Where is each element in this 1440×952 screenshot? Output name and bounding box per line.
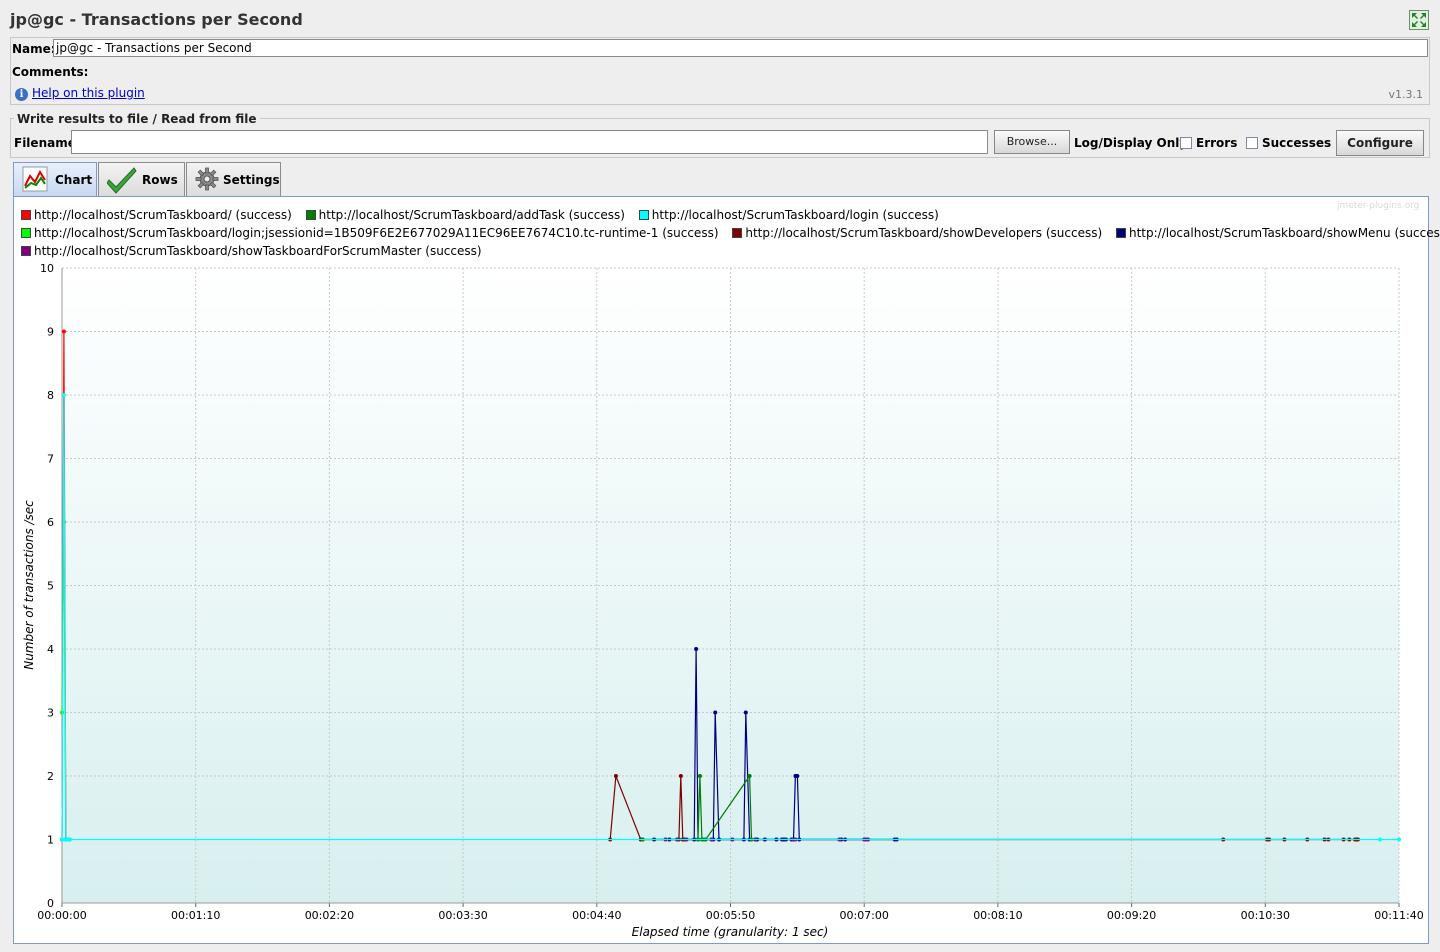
watermark: jmeter-plugins.org <box>1337 201 1420 211</box>
legend-row-2: http://localhost/ScrumTaskboard/login;js… <box>21 226 1440 240</box>
name-panel: Name: jp@gc - Transactions per Second Co… <box>10 37 1430 105</box>
legend-swatch <box>305 210 316 220</box>
x-tick-label: 00:00:00 <box>37 909 86 922</box>
y-tick-label: 6 <box>47 516 54 529</box>
legend-item: http://localhost/ScrumTaskboard/showDeve… <box>732 226 1102 240</box>
browse-button[interactable]: Browse... <box>994 130 1070 154</box>
data-point <box>60 837 64 842</box>
y-tick-label: 7 <box>47 453 54 466</box>
filename-input[interactable] <box>71 130 988 154</box>
tab-settings-label: Settings <box>223 173 280 187</box>
legend-label: http://localhost/ScrumTaskboard/login;js… <box>34 226 719 240</box>
y-tick-label: 4 <box>47 643 54 656</box>
x-tick-label: 00:07:00 <box>839 909 888 922</box>
y-tick-label: 0 <box>47 897 54 910</box>
filename-label: Filename <box>14 136 76 150</box>
successes-checkbox[interactable] <box>1246 137 1258 149</box>
legend-swatch <box>21 246 31 256</box>
tab-rows[interactable]: Rows <box>98 162 185 196</box>
legend-label: http://localhost/ScrumTaskboard/ (succes… <box>34 208 292 222</box>
x-tick-label: 00:10:30 <box>1241 909 1290 922</box>
legend-item: http://localhost/ScrumTaskboard/login;js… <box>21 226 719 240</box>
legend-label: http://localhost/ScrumTaskboard/showTask… <box>34 244 482 258</box>
successes-label: Successes <box>1262 136 1332 150</box>
data-point <box>1397 837 1401 842</box>
data-point <box>67 837 72 842</box>
legend-swatch <box>21 210 31 220</box>
log-display-label: Log/Display Only: <box>1074 136 1192 150</box>
legend-label: http://localhost/ScrumTaskboard/showMenu… <box>1128 226 1440 240</box>
legend-swatch <box>21 228 31 238</box>
x-axis-label: Elapsed time (granularity: 1 sec) <box>632 925 829 939</box>
legend-item: http://localhost/ScrumTaskboard/login (s… <box>638 208 939 222</box>
tab-chart[interactable]: Chart <box>13 162 97 197</box>
tab-settings[interactable]: Settings <box>186 162 281 196</box>
y-tick-label: 8 <box>47 389 54 402</box>
window-title: jp@gc - Transactions per Second <box>10 10 303 29</box>
x-tick-label: 00:05:50 <box>706 909 755 922</box>
x-tick-label: 00:02:20 <box>305 909 354 922</box>
info-icon: i <box>15 88 28 101</box>
comments-label: Comments: <box>12 65 89 79</box>
y-tick-label: 5 <box>47 580 54 593</box>
x-tick-label: 00:04:40 <box>572 909 621 922</box>
errors-checkbox[interactable] <box>1180 137 1192 149</box>
file-panel-legend: Write results to file / Read from file <box>14 112 260 126</box>
file-panel-border <box>10 118 1430 119</box>
y-tick-label: 2 <box>47 770 54 783</box>
y-tick-label: 1 <box>47 834 54 847</box>
data-point <box>61 393 66 397</box>
legend-swatch <box>732 228 743 238</box>
data-point <box>613 774 618 778</box>
legend-item: http://localhost/ScrumTaskboard/addTask … <box>305 208 625 222</box>
x-tick-label: 00:09:20 <box>1107 909 1156 922</box>
help-link[interactable]: Help on this plugin <box>32 86 145 100</box>
legend-label: http://localhost/ScrumTaskboard/addTask … <box>318 208 625 222</box>
errors-label: Errors <box>1196 136 1238 150</box>
data-point <box>713 710 718 715</box>
checkmark-icon <box>106 166 137 197</box>
x-tick-label: 00:08:10 <box>973 909 1022 922</box>
legend-row-1: http://localhost/ScrumTaskboard/ (succes… <box>21 208 949 222</box>
tab-chart-label: Chart <box>55 173 93 187</box>
file-panel <box>10 118 1430 158</box>
x-tick-label: 00:11:40 <box>1374 909 1423 922</box>
y-tick-label: 3 <box>47 707 54 720</box>
data-point <box>694 647 699 651</box>
tab-rows-label: Rows <box>142 173 178 187</box>
name-field[interactable]: jp@gc - Transactions per Second <box>53 39 1428 57</box>
data-point <box>61 329 66 334</box>
legend-item: http://localhost/ScrumTaskboard/showMenu… <box>1115 226 1440 240</box>
data-point <box>743 710 748 715</box>
data-point <box>678 774 683 778</box>
data-point <box>1377 837 1382 842</box>
data-point <box>697 774 702 778</box>
data-point <box>795 774 800 778</box>
legend-label: http://localhost/ScrumTaskboard/showDeve… <box>745 226 1103 240</box>
y-tick-label: 9 <box>47 326 54 339</box>
legend-item: http://localhost/ScrumTaskboard/ (succes… <box>21 208 292 222</box>
y-axis-label: Number of transactions /sec <box>22 500 36 670</box>
gear-icon <box>195 166 219 195</box>
legend-item: http://localhost/ScrumTaskboard/showTask… <box>21 244 482 258</box>
x-tick-label: 00:01:10 <box>171 909 220 922</box>
x-tick-label: 00:03:30 <box>438 909 487 922</box>
legend-label: http://localhost/ScrumTaskboard/login (s… <box>651 208 939 222</box>
chart-icon <box>22 166 48 195</box>
legend-row-3: http://localhost/ScrumTaskboard/showTask… <box>21 244 492 258</box>
name-label: Name: <box>12 42 56 56</box>
version-label: v1.3.1 <box>1388 88 1424 101</box>
legend-swatch <box>1115 228 1126 238</box>
configure-button[interactable]: Configure <box>1336 130 1424 156</box>
y-tick-label: 10 <box>40 262 54 275</box>
maximize-icon[interactable] <box>1409 10 1429 30</box>
data-point <box>747 774 752 778</box>
legend-swatch <box>638 210 649 220</box>
